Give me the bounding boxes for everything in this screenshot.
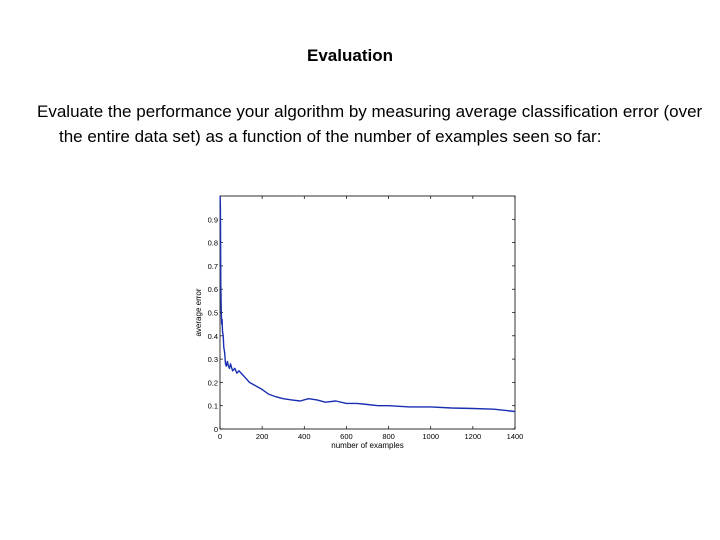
y-tick-label: 0.1 [208,402,218,411]
y-tick-label: 0.7 [208,262,218,271]
slide-body-text: Evaluate the performance your algorithm … [37,102,703,146]
x-axis-label: number of examples [331,441,403,450]
y-tick-label: 0.4 [208,332,218,341]
y-tick-label: 0 [214,425,218,434]
error-curve [219,195,516,413]
x-tick-label: 600 [340,432,353,441]
x-tick-label: 400 [298,432,311,441]
y-tick-label: 0.2 [208,378,218,387]
x-tick-label: 200 [256,432,269,441]
plot-frame [219,195,516,430]
x-tick-label: 1400 [507,432,524,441]
y-axis-label: average error [194,288,203,336]
y-tick-label: 0.8 [208,239,218,248]
x-tick-label: 1200 [465,432,482,441]
y-tick-label: 0.6 [208,285,218,294]
x-tick-label: 0 [218,432,222,441]
average-error-chart: 0 0.1 0.2 0.3 0.4 0.5 0.6 0.7 0.8 0.9 0 200 400 600 80… [194,195,524,450]
y-tick-label: 0.3 [208,355,218,364]
slide-title: Evaluation [307,46,393,65]
x-tick-label: 800 [382,432,395,441]
y-tick-label: 0.5 [208,309,218,318]
y-tick-label: 0.9 [208,215,218,224]
x-tick-label: 1000 [422,432,439,441]
